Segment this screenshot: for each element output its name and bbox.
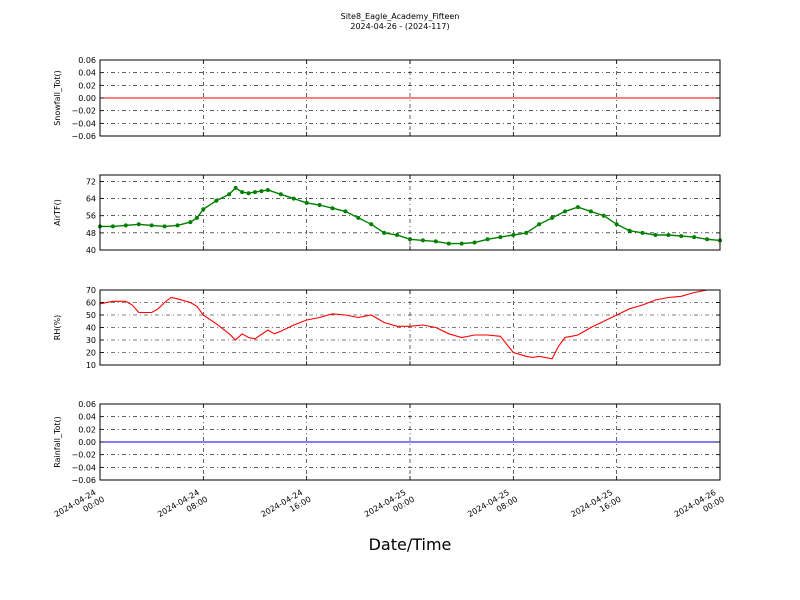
y-tick-label: 56 <box>86 212 96 221</box>
data-point <box>330 206 335 211</box>
data-point <box>246 191 251 196</box>
x-tick-label: 2024-04-2400:00 <box>53 486 106 528</box>
data-point <box>692 235 697 240</box>
x-tick-label: 2024-04-2600:00 <box>673 486 726 528</box>
y-tick-label: −0.04 <box>71 119 96 128</box>
data-point <box>653 233 658 237</box>
y-tick-label: 50 <box>86 311 96 320</box>
x-axis-label: Date/Time <box>369 535 452 554</box>
data-point <box>214 198 219 203</box>
data-point <box>446 241 451 246</box>
data-point <box>240 190 245 195</box>
subplot-2: 72 64 56 48 40 AirTF() <box>53 174 722 255</box>
y-tick-label: −0.02 <box>71 451 96 460</box>
data-point <box>705 237 710 242</box>
y-tick-label: 0.00 <box>78 94 96 103</box>
subplot-1: 0.06 0.04 0.02 0.00 −0.02 −0.04 −0.06 Snowfall_… <box>53 56 721 141</box>
y-tick-label: 30 <box>86 336 96 345</box>
data-point <box>524 230 529 235</box>
y-tick-label: 64 <box>86 195 96 204</box>
data-point <box>265 188 270 192</box>
y-axis-label: Rainfall_Tot() <box>53 416 62 468</box>
y-tick-label: 0.00 <box>78 438 96 447</box>
y-tick-label: 40 <box>86 324 96 333</box>
data-point <box>343 209 348 214</box>
data-point <box>356 215 361 220</box>
data-point <box>278 192 283 197</box>
data-point <box>666 233 671 237</box>
subplot-3: 70 60 50 40 30 20 10 RH(%) <box>53 286 721 370</box>
data-point <box>679 234 684 239</box>
data-point <box>511 233 516 237</box>
y-tick-label: 0.02 <box>78 81 96 90</box>
data-point <box>459 241 464 246</box>
data-point <box>601 213 606 218</box>
data-point <box>395 233 400 237</box>
y-axis-label: Snowfall_Tot() <box>53 70 62 126</box>
y-tick-label: 70 <box>86 286 96 295</box>
data-point <box>188 220 193 225</box>
data-point <box>563 209 567 214</box>
y-tick-label: 40 <box>86 246 96 255</box>
data-point <box>550 215 555 220</box>
data-point <box>472 240 477 245</box>
y-tick-label: −0.04 <box>71 463 96 472</box>
data-point <box>369 222 374 227</box>
data-point <box>317 203 322 207</box>
data-point <box>485 237 490 242</box>
x-tick-label: 2024-04-2508:00 <box>466 486 519 528</box>
data-point <box>575 205 580 210</box>
data-point <box>382 230 387 235</box>
data-point <box>640 230 645 235</box>
chart-title: Site8_Eagle_Academy_Fifteen <box>341 12 460 21</box>
y-tick-label: 60 <box>86 299 96 308</box>
series-line <box>99 289 720 360</box>
x-tick-label: 2024-04-2416:00 <box>259 486 312 528</box>
y-axis-label: RH(%) <box>53 315 62 340</box>
data-point <box>149 223 154 228</box>
subplots: 0.06 0.04 0.02 0.00 −0.02 −0.04 −0.06 Snowfall_… <box>53 56 722 485</box>
subplot-4: 0.06 0.04 0.02 0.00 −0.02 −0.04 −0.06 Rainfall_… <box>53 400 721 485</box>
data-point <box>162 224 167 229</box>
data-point <box>420 238 425 243</box>
data-point <box>123 223 128 228</box>
y-tick-label: 48 <box>86 229 96 238</box>
data-point <box>537 222 542 227</box>
chart-subtitle: 2024-04-26 - (2024-117) <box>350 22 449 31</box>
y-axis-label: AirTF() <box>53 199 62 226</box>
x-tick-labels: 2024-04-2400:00 2024-04-2408:00 2024-04-24… <box>53 486 726 528</box>
data-point <box>233 185 238 190</box>
y-tick-label: 0.04 <box>78 413 96 422</box>
y-tick-label: −0.06 <box>71 476 96 485</box>
y-tick-label: 0.06 <box>78 56 96 65</box>
data-point <box>614 222 619 227</box>
data-point <box>304 200 309 205</box>
data-point <box>433 239 438 244</box>
data-point <box>201 207 206 212</box>
data-point <box>175 223 180 228</box>
data-point <box>627 228 632 233</box>
data-point <box>194 215 199 220</box>
x-tick-label: 2024-04-2408:00 <box>156 486 209 528</box>
data-point <box>588 209 593 214</box>
y-tick-label: −0.02 <box>71 107 96 116</box>
y-tick-label: 0.02 <box>78 425 96 434</box>
y-tick-label: 72 <box>86 177 96 186</box>
data-point <box>136 222 141 227</box>
x-tick-label: 2024-04-2500:00 <box>363 486 416 528</box>
y-tick-label: 10 <box>86 361 96 370</box>
y-tick-label: 20 <box>86 349 96 358</box>
y-tick-label: −0.06 <box>71 132 96 141</box>
data-point <box>259 189 264 194</box>
data-point <box>253 190 257 195</box>
data-point <box>110 224 115 229</box>
y-tick-label: 0.06 <box>78 400 96 409</box>
x-tick-label: 2024-04-2516:00 <box>569 486 622 528</box>
data-point <box>408 237 412 242</box>
data-point <box>498 235 503 240</box>
data-point <box>227 192 232 197</box>
data-point <box>291 196 296 201</box>
y-tick-label: 0.04 <box>78 69 96 78</box>
